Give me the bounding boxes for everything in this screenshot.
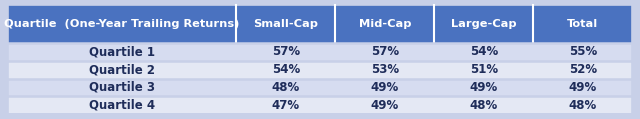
Text: Quartile 2: Quartile 2 — [89, 63, 155, 76]
Text: Small-Cap: Small-Cap — [253, 19, 318, 29]
Bar — [8, 5, 236, 43]
Text: 49%: 49% — [371, 81, 399, 94]
Text: 49%: 49% — [470, 81, 498, 94]
Bar — [435, 96, 533, 114]
Text: Total: Total — [567, 19, 598, 29]
Bar — [533, 79, 632, 96]
Text: 48%: 48% — [569, 99, 597, 112]
Bar — [236, 96, 335, 114]
Text: Quartile 3: Quartile 3 — [89, 81, 155, 94]
Text: 55%: 55% — [569, 45, 597, 58]
Text: Mid-Cap: Mid-Cap — [358, 19, 411, 29]
Bar — [335, 43, 435, 61]
Bar — [533, 96, 632, 114]
Bar — [335, 96, 435, 114]
Bar — [335, 61, 435, 79]
Bar — [335, 79, 435, 96]
Text: Quartile 1: Quartile 1 — [89, 45, 155, 58]
Bar — [435, 43, 533, 61]
Bar — [8, 96, 236, 114]
Bar — [236, 61, 335, 79]
Bar — [335, 5, 435, 43]
Text: 53%: 53% — [371, 63, 399, 76]
Bar — [236, 79, 335, 96]
Bar — [533, 5, 632, 43]
Text: 54%: 54% — [272, 63, 300, 76]
Bar — [533, 43, 632, 61]
Text: 48%: 48% — [272, 81, 300, 94]
Bar — [8, 79, 236, 96]
Bar — [435, 79, 533, 96]
Bar — [8, 43, 236, 61]
Text: Quartile 4: Quartile 4 — [89, 99, 155, 112]
Text: 54%: 54% — [470, 45, 498, 58]
Bar — [236, 43, 335, 61]
Bar — [236, 5, 335, 43]
Text: 57%: 57% — [371, 45, 399, 58]
Text: 47%: 47% — [272, 99, 300, 112]
Text: Quartile  (One-Year Trailing Returns): Quartile (One-Year Trailing Returns) — [4, 19, 240, 29]
Text: 57%: 57% — [272, 45, 300, 58]
Text: 49%: 49% — [569, 81, 597, 94]
Text: 51%: 51% — [470, 63, 498, 76]
Text: 52%: 52% — [569, 63, 597, 76]
Bar — [533, 61, 632, 79]
Bar — [8, 61, 236, 79]
Bar — [435, 61, 533, 79]
Text: 49%: 49% — [371, 99, 399, 112]
Text: Large-Cap: Large-Cap — [451, 19, 516, 29]
Text: 48%: 48% — [470, 99, 498, 112]
Bar — [435, 5, 533, 43]
